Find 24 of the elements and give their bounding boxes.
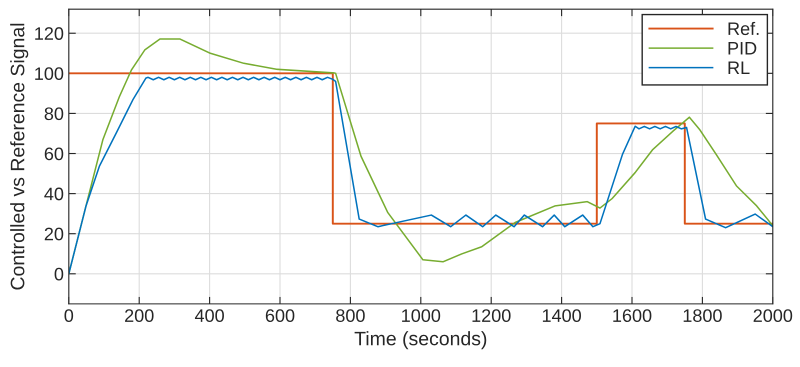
x-tick-label: 1200 — [472, 309, 511, 322]
x-tick-label: 1400 — [542, 309, 581, 322]
x-tick-label: 1000 — [402, 309, 440, 322]
y-tick-label: 40 — [44, 188, 64, 200]
line-series — [68, 76, 773, 275]
y-tick-label: 0 — [54, 268, 64, 281]
x-tick-label: 600 — [266, 309, 294, 322]
legend-label: RL — [728, 62, 750, 74]
y-tick-label: 20 — [44, 228, 64, 240]
y-tick-label: 60 — [44, 147, 64, 160]
x-tick-label: 1600 — [613, 309, 652, 322]
x-tick-label: 400 — [194, 309, 224, 322]
x-tick-label: 200 — [125, 309, 154, 322]
x-tick-label: 0 — [64, 309, 74, 322]
y-tick-label: 120 — [35, 27, 64, 40]
legend-label: PID — [728, 42, 756, 54]
y-tick-label: 100 — [35, 67, 64, 80]
y-axis-title: Controlled vs Reference Signal — [10, 24, 28, 290]
legend-label: Ref. — [728, 22, 759, 36]
x-tick-label: 1800 — [684, 309, 722, 322]
x-tick-label: 2000 — [754, 309, 792, 322]
x-axis-title: Time (seconds) — [354, 331, 486, 350]
y-tick-label: 80 — [44, 107, 64, 120]
x-tick-label: 800 — [336, 309, 365, 322]
